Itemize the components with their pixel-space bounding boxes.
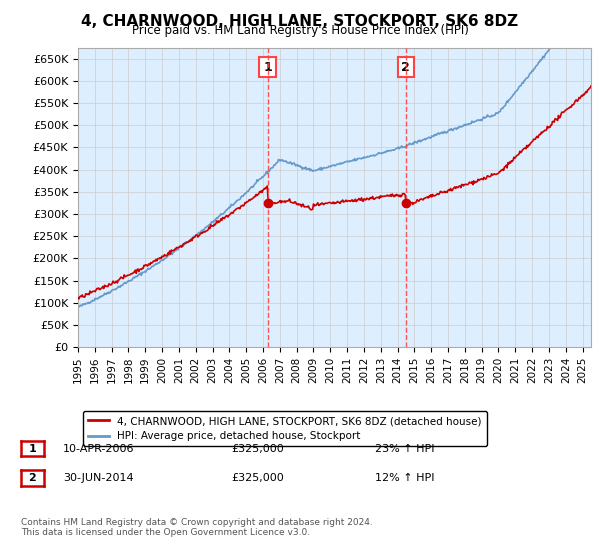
Text: £325,000: £325,000 (231, 444, 284, 454)
Text: 23% ↑ HPI: 23% ↑ HPI (375, 444, 434, 454)
Text: £325,000: £325,000 (231, 473, 284, 483)
Text: 10-APR-2006: 10-APR-2006 (63, 444, 134, 454)
Text: 30-JUN-2014: 30-JUN-2014 (63, 473, 134, 483)
Text: 1: 1 (263, 60, 272, 73)
Text: 1: 1 (29, 444, 36, 454)
Text: Price paid vs. HM Land Registry's House Price Index (HPI): Price paid vs. HM Land Registry's House … (131, 24, 469, 37)
Legend: 4, CHARNWOOD, HIGH LANE, STOCKPORT, SK6 8DZ (detached house), HPI: Average price: 4, CHARNWOOD, HIGH LANE, STOCKPORT, SK6 … (83, 411, 487, 446)
Text: 2: 2 (401, 60, 410, 73)
Text: 2: 2 (29, 473, 36, 483)
Text: Contains HM Land Registry data © Crown copyright and database right 2024.
This d: Contains HM Land Registry data © Crown c… (21, 518, 373, 538)
Text: 12% ↑ HPI: 12% ↑ HPI (375, 473, 434, 483)
Text: 4, CHARNWOOD, HIGH LANE, STOCKPORT, SK6 8DZ: 4, CHARNWOOD, HIGH LANE, STOCKPORT, SK6 … (82, 14, 518, 29)
